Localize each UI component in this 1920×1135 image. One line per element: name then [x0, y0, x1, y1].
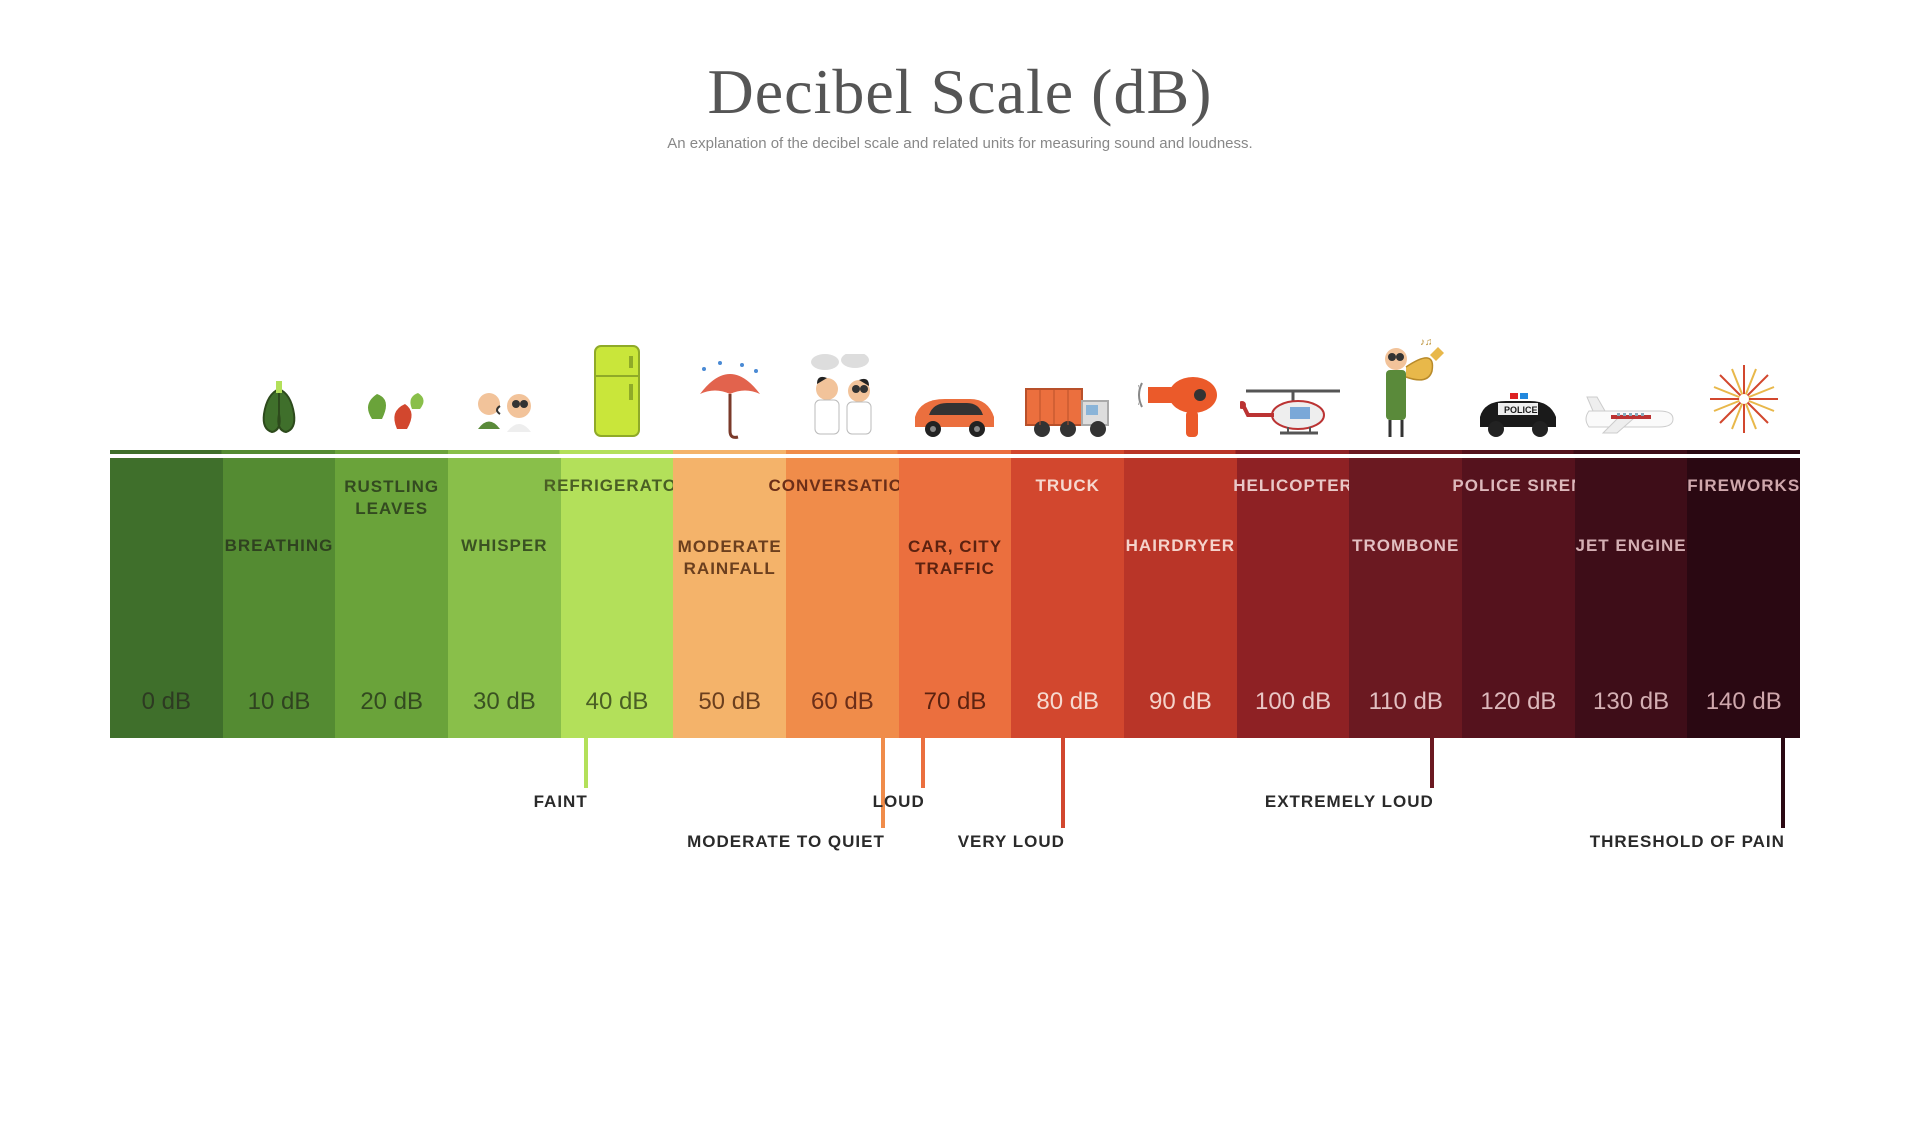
bar-label: BREATHING: [225, 536, 334, 556]
decibel-bar: TROMBONE 110 dB: [1349, 458, 1462, 738]
decibel-bar: RUSTLING LEAVES20 dB: [335, 458, 448, 738]
bar-label: MODERATE RAINFALL: [670, 536, 790, 580]
icon-slot: [110, 280, 223, 445]
icon-slot: [448, 280, 561, 445]
bar-db-value: 90 dB: [1149, 688, 1212, 716]
decibel-bar: CAR, CITY TRAFFIC70 dB: [899, 458, 1012, 738]
page-title: Decibel Scale (dB): [0, 55, 1920, 129]
bar-db-value: 70 dB: [924, 688, 987, 716]
icon-slot: [335, 280, 448, 445]
car-icon: [905, 387, 1005, 439]
icon-slot: [1237, 280, 1350, 445]
decibel-chart: 0 dBBREATHING10 dBRUSTLING LEAVES20 dBWH…: [110, 450, 1800, 738]
bar-db-value: 10 dB: [248, 688, 311, 716]
bar-db-value: 130 dB: [1593, 688, 1669, 716]
bar-label: RUSTLING LEAVES: [332, 476, 452, 520]
bar-db-value: 110 dB: [1369, 688, 1443, 716]
whisper-icon: [464, 384, 544, 439]
decibel-bar: MODERATE RAINFALL50 dB: [673, 458, 786, 738]
trombone-icon: ♪♫: [1366, 337, 1446, 439]
decibel-bar: 0 dB: [110, 458, 223, 738]
svg-text:POLICE: POLICE: [1504, 405, 1538, 415]
tick-label: MODERATE TO QUIET: [687, 832, 885, 852]
tick-line: [1781, 738, 1785, 828]
tick-line: [1061, 738, 1065, 828]
icon-slot: [223, 280, 336, 445]
decibel-bar: WHISPER 30 dB: [448, 458, 561, 738]
threshold-tick: THRESHOLD OF PAIN: [1685, 738, 1880, 852]
bar-label: TROMBONE: [1352, 536, 1459, 556]
decibel-bar: JET ENGINE 130 dB: [1575, 458, 1688, 738]
bar-db-value: 30 dB: [473, 688, 536, 716]
hairdryer-icon: [1138, 371, 1223, 439]
chart-threshold-ticks: FAINT MODERATE TO QUIET LOUD VERY LOUD EXTRE…: [110, 738, 1800, 898]
icon-slot: ♪♫: [1349, 280, 1462, 445]
bar-label: HAIRDRYER: [1126, 536, 1235, 556]
icon-slot: [561, 280, 674, 445]
bar-label: REFRIGERATOR: [544, 476, 690, 496]
jet-icon: [1581, 387, 1681, 439]
decibel-bar: HAIRDRYER 90 dB: [1124, 458, 1237, 738]
chart-top-divider: [110, 450, 1800, 454]
bar-db-value: 40 dB: [586, 688, 649, 716]
bar-label: WHISPER: [461, 536, 547, 556]
threshold-tick: VERY LOUD: [1009, 738, 1116, 852]
bar-label: JET ENGINE: [1576, 536, 1687, 556]
icon-slot: [1687, 280, 1800, 445]
truck-icon: [1020, 383, 1116, 439]
tick-line: [881, 738, 885, 828]
bar-db-value: 80 dB: [1036, 688, 1099, 716]
tick-label: EXTREMELY LOUD: [1265, 792, 1434, 812]
threshold-tick: LOUD: [897, 738, 949, 812]
decibel-bar: BREATHING 10 dB: [223, 458, 336, 738]
bar-db-value: 100 dB: [1255, 688, 1331, 716]
threshold-tick: FAINT: [559, 738, 613, 812]
tick-label: THRESHOLD OF PAIN: [1590, 832, 1785, 852]
tick-label: LOUD: [873, 792, 925, 812]
icon-slot: [673, 280, 786, 445]
icon-slot: [1575, 280, 1688, 445]
leaves-icon: [357, 384, 427, 439]
bar-label: FIREWORKS: [1687, 476, 1800, 496]
tick-label: FAINT: [534, 792, 588, 812]
icon-slot: [1011, 280, 1124, 445]
chart-bars: 0 dBBREATHING10 dBRUSTLING LEAVES20 dBWH…: [110, 458, 1800, 738]
bar-db-value: 140 dB: [1706, 688, 1782, 716]
icon-slot: POLICE: [1462, 280, 1575, 445]
svg-text:♪♫: ♪♫: [1420, 337, 1433, 348]
icons-row: ♪♫ POLICE: [110, 280, 1800, 445]
tick-line: [584, 738, 588, 788]
bar-db-value: 120 dB: [1480, 688, 1556, 716]
bar-label: POLICE SIREN: [1452, 476, 1584, 496]
police-icon: POLICE: [1472, 389, 1564, 439]
icon-slot: [899, 280, 1012, 445]
tick-line: [1430, 738, 1434, 788]
lungs-icon: [249, 379, 309, 439]
bar-label: CONVERSATION: [769, 476, 917, 496]
page-subtitle: An explanation of the decibel scale and …: [0, 135, 1920, 152]
decibel-bar: FIREWORKS 140 dB: [1687, 458, 1800, 738]
icon-slot: [786, 280, 899, 445]
icon-slot: [1124, 280, 1237, 445]
helicopter-icon: [1240, 383, 1346, 439]
tick-label: VERY LOUD: [958, 832, 1065, 852]
threshold-tick: EXTREMELY LOUD: [1347, 738, 1516, 812]
decibel-bar: TRUCK 80 dB: [1011, 458, 1124, 738]
decibel-bar: POLICE SIREN120 dB: [1462, 458, 1575, 738]
bar-db-value: 60 dB: [811, 688, 874, 716]
decibel-bar: REFRIGERATOR40 dB: [561, 458, 674, 738]
bar-label: TRUCK: [1035, 476, 1100, 496]
fridge-icon: [587, 344, 647, 439]
bar-db-value: 50 dB: [698, 688, 761, 716]
bar-label: CAR, CITY TRAFFIC: [895, 536, 1015, 580]
bar-db-value: 20 dB: [360, 688, 423, 716]
people-icon: [797, 354, 887, 439]
bar-label: HELICOPTER: [1233, 476, 1353, 496]
umbrella-icon: [690, 359, 770, 439]
tick-line: [921, 738, 925, 788]
decibel-bar: CONVERSATION60 dB: [786, 458, 899, 738]
decibel-bar: HELICOPTER100 dB: [1237, 458, 1350, 738]
fireworks-icon: [1704, 359, 1784, 439]
bar-db-value: 0 dB: [142, 688, 191, 716]
